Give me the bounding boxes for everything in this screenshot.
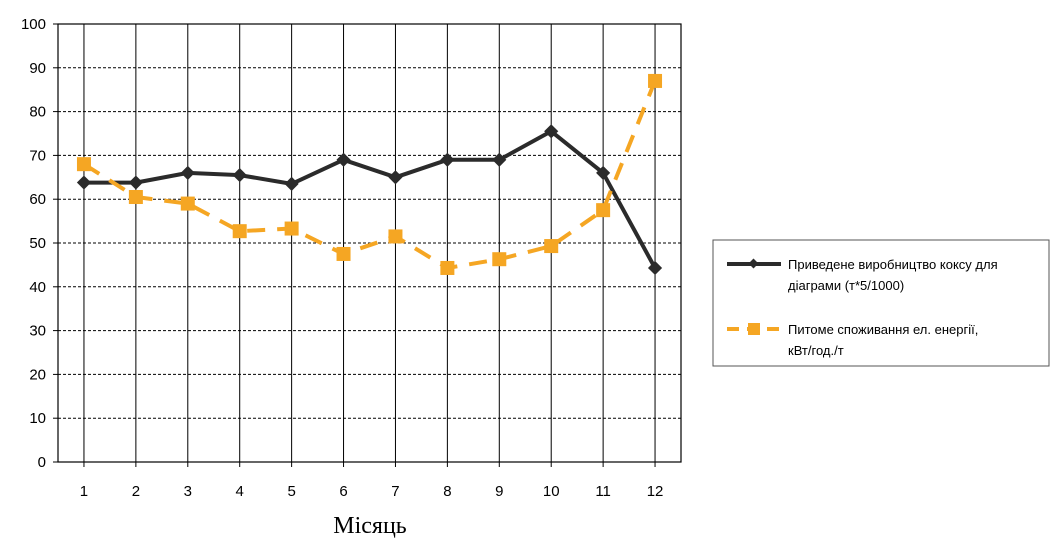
y-tick-label: 40 bbox=[29, 279, 46, 296]
data-point-production bbox=[596, 165, 611, 180]
data-point-energy bbox=[388, 229, 403, 244]
data-point-energy bbox=[76, 157, 91, 172]
y-tick-label: 30 bbox=[29, 323, 46, 340]
x-tick-label: 10 bbox=[543, 483, 560, 500]
data-point-production bbox=[544, 124, 559, 139]
x-tick-label: 12 bbox=[647, 483, 664, 500]
data-point-energy bbox=[128, 190, 143, 205]
data-point-production bbox=[76, 175, 92, 190]
y-tick-label: 20 bbox=[29, 366, 46, 383]
x-tick-label: 2 bbox=[132, 483, 140, 500]
series-line-energy bbox=[82, 80, 657, 270]
legend-box bbox=[712, 239, 1050, 367]
x-tick-label: 9 bbox=[495, 483, 503, 500]
legend-label-energy-line1: Питоме споживання ел. енергії, bbox=[788, 322, 978, 337]
y-tick-label: 60 bbox=[29, 191, 46, 208]
data-point-energy bbox=[336, 246, 351, 261]
series-group bbox=[76, 73, 663, 276]
y-tick-label: 10 bbox=[29, 410, 46, 427]
legend-marker-energy bbox=[748, 323, 760, 335]
x-tick-label: 6 bbox=[339, 483, 347, 500]
series-line-production bbox=[84, 129, 657, 269]
data-point-production bbox=[492, 152, 507, 167]
axes bbox=[53, 23, 682, 467]
data-point-energy bbox=[596, 203, 611, 218]
x-tick-label: 4 bbox=[236, 483, 244, 500]
x-tick-label: 1 bbox=[80, 483, 88, 500]
data-point-energy bbox=[180, 196, 195, 211]
legend-label-energy-line2: кВт/год./т bbox=[788, 343, 844, 358]
x-tick-label: 5 bbox=[287, 483, 295, 500]
legend: Приведене виробництво коксу для діаграми… bbox=[712, 239, 1050, 367]
data-point-energy bbox=[440, 260, 455, 275]
data-point-production bbox=[647, 260, 663, 276]
data-point-production bbox=[388, 170, 403, 185]
legend-label-production-line1: Приведене виробництво коксу для bbox=[788, 257, 998, 272]
x-tick-label: 8 bbox=[443, 483, 451, 500]
x-tick-label: 11 bbox=[595, 483, 611, 500]
y-tick-label: 100 bbox=[21, 16, 46, 33]
y-tick-label: 0 bbox=[38, 454, 46, 471]
data-point-production bbox=[128, 175, 143, 190]
y-tick-label: 80 bbox=[29, 104, 46, 121]
grid bbox=[58, 23, 681, 462]
x-axis-title: Місяць bbox=[333, 513, 407, 539]
data-point-energy bbox=[544, 239, 559, 254]
y-tick-label: 90 bbox=[29, 60, 46, 77]
y-tick-label: 70 bbox=[29, 147, 46, 164]
data-point-energy bbox=[648, 73, 663, 88]
data-point-production bbox=[440, 152, 455, 167]
y-tick-label: 50 bbox=[29, 235, 46, 252]
data-point-energy bbox=[284, 221, 299, 236]
data-point-energy bbox=[232, 224, 247, 239]
legend-marker-production bbox=[748, 258, 759, 269]
data-point-production bbox=[336, 152, 351, 167]
plot-area-frame bbox=[57, 23, 682, 463]
data-point-production bbox=[284, 176, 299, 191]
data-point-production bbox=[180, 165, 195, 180]
data-point-energy bbox=[492, 252, 507, 267]
data-point-production bbox=[232, 168, 247, 183]
x-tick-label: 3 bbox=[184, 483, 192, 500]
x-tick-label: 7 bbox=[391, 483, 399, 500]
legend-label-production-line2: діаграми (т*5/1000) bbox=[788, 278, 904, 293]
